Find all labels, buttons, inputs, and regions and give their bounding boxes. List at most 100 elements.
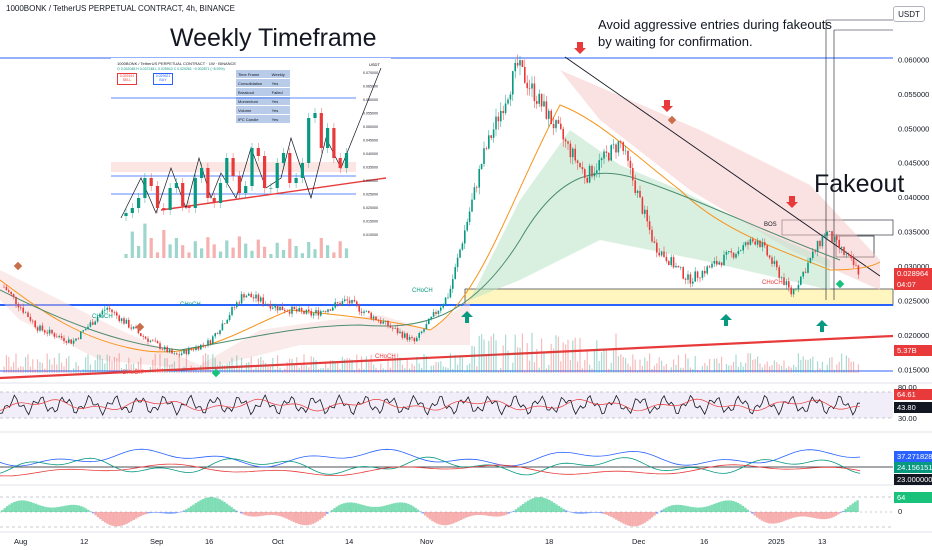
candle-body	[617, 141, 620, 153]
inset-candle-body	[326, 128, 330, 148]
volume-bar	[536, 349, 538, 373]
volume-bar	[329, 360, 331, 373]
candle-body	[648, 221, 651, 230]
volume-bar	[207, 354, 209, 373]
candle-body	[591, 165, 593, 177]
weekly-timeframe-label: Weekly Timeframe	[170, 24, 377, 52]
candle-body	[178, 354, 180, 356]
price-tick-label: 0.035000	[898, 228, 929, 237]
bos-label: BOS	[764, 222, 777, 228]
volume-bar	[296, 357, 298, 373]
candle-body	[197, 346, 200, 350]
candle-body	[363, 311, 365, 313]
candle-body	[118, 315, 120, 322]
volume-bar	[452, 368, 454, 373]
candle-body	[377, 320, 380, 321]
candle-body	[22, 307, 24, 313]
candle-body	[581, 167, 584, 170]
volume-bar	[140, 357, 142, 373]
candle-body	[286, 311, 288, 312]
volume-bar	[476, 366, 478, 373]
volume-bar	[85, 357, 87, 373]
volume-bar	[339, 368, 341, 373]
candle-body	[142, 336, 144, 337]
candle-body	[646, 209, 648, 222]
candle-body	[744, 242, 747, 246]
volume-bar	[341, 356, 343, 373]
candle-body	[538, 93, 540, 104]
candle-body	[173, 353, 176, 354]
volume-bar	[310, 356, 312, 373]
inset-candle-body	[244, 186, 248, 193]
candle-body	[63, 337, 65, 342]
rsi-upper-tick: 80.00	[898, 383, 917, 392]
candle-body	[747, 242, 749, 245]
descending-trendline	[564, 56, 881, 277]
volume-bar	[212, 353, 214, 373]
volume-bar	[716, 358, 718, 373]
candle-body	[692, 281, 694, 284]
inset-volume-bar	[263, 246, 267, 258]
choch-label: CHoCH	[92, 314, 113, 320]
countdown-tag: 04:07	[894, 279, 932, 290]
inset-volume-bar	[225, 240, 229, 258]
inset-sell-label: SELL	[122, 78, 132, 82]
volume-bar	[173, 361, 175, 373]
candle-body	[348, 300, 351, 304]
volume-bar	[387, 359, 389, 373]
volume-bar	[411, 363, 413, 373]
volume-bar	[202, 355, 204, 373]
dmi-minus-line	[0, 456, 861, 476]
volume-bar	[730, 365, 732, 373]
inset-buy-box: 0.029621 BUY	[153, 73, 173, 85]
candle-body	[442, 304, 444, 308]
candle-body	[658, 252, 660, 256]
candle-body	[106, 307, 108, 310]
inset-table-value: Yes	[269, 114, 290, 124]
candle-body	[740, 250, 742, 252]
candle-body	[101, 310, 104, 315]
candle-body	[713, 260, 716, 264]
candle-body	[56, 336, 58, 338]
volume-bar	[219, 361, 221, 373]
candle-body	[236, 302, 238, 308]
volume-bar	[229, 361, 231, 373]
candle-body	[20, 307, 22, 309]
currency-selector[interactable]: USDT	[893, 6, 925, 22]
candle-body	[452, 279, 454, 289]
volume-bar	[99, 354, 101, 373]
volume-bar	[673, 359, 675, 373]
candle-body	[406, 333, 408, 340]
candle-body	[754, 241, 756, 245]
volume-bar	[785, 368, 787, 373]
volume-bar	[495, 340, 497, 373]
time-tick-label: 13	[818, 537, 826, 546]
volume-bar	[598, 361, 600, 373]
candle-body	[332, 307, 334, 311]
volume-bar	[502, 345, 504, 373]
candle-body	[809, 257, 812, 263]
candle-body	[401, 331, 404, 338]
candle-body	[128, 319, 130, 328]
volume-bar	[109, 356, 111, 373]
candle-body	[149, 340, 152, 342]
candle-body	[596, 170, 598, 173]
volume-bar	[853, 361, 855, 373]
inset-candle-body	[206, 168, 210, 198]
candle-body	[622, 142, 624, 152]
candle-body	[238, 302, 240, 304]
candle-body	[785, 281, 788, 285]
volume-bar	[680, 367, 682, 373]
candle-body	[641, 197, 644, 214]
candle-body	[437, 310, 440, 314]
candle-body	[737, 250, 740, 255]
volume-bar	[128, 357, 130, 373]
volume-bar	[663, 365, 665, 373]
candle-body	[202, 344, 204, 346]
inset-volume-bar	[237, 236, 241, 258]
volume-bar	[713, 358, 715, 373]
candle-body	[660, 251, 663, 256]
volume-bar	[728, 365, 730, 373]
volume-bar	[399, 357, 401, 373]
volume-bar	[651, 369, 653, 373]
